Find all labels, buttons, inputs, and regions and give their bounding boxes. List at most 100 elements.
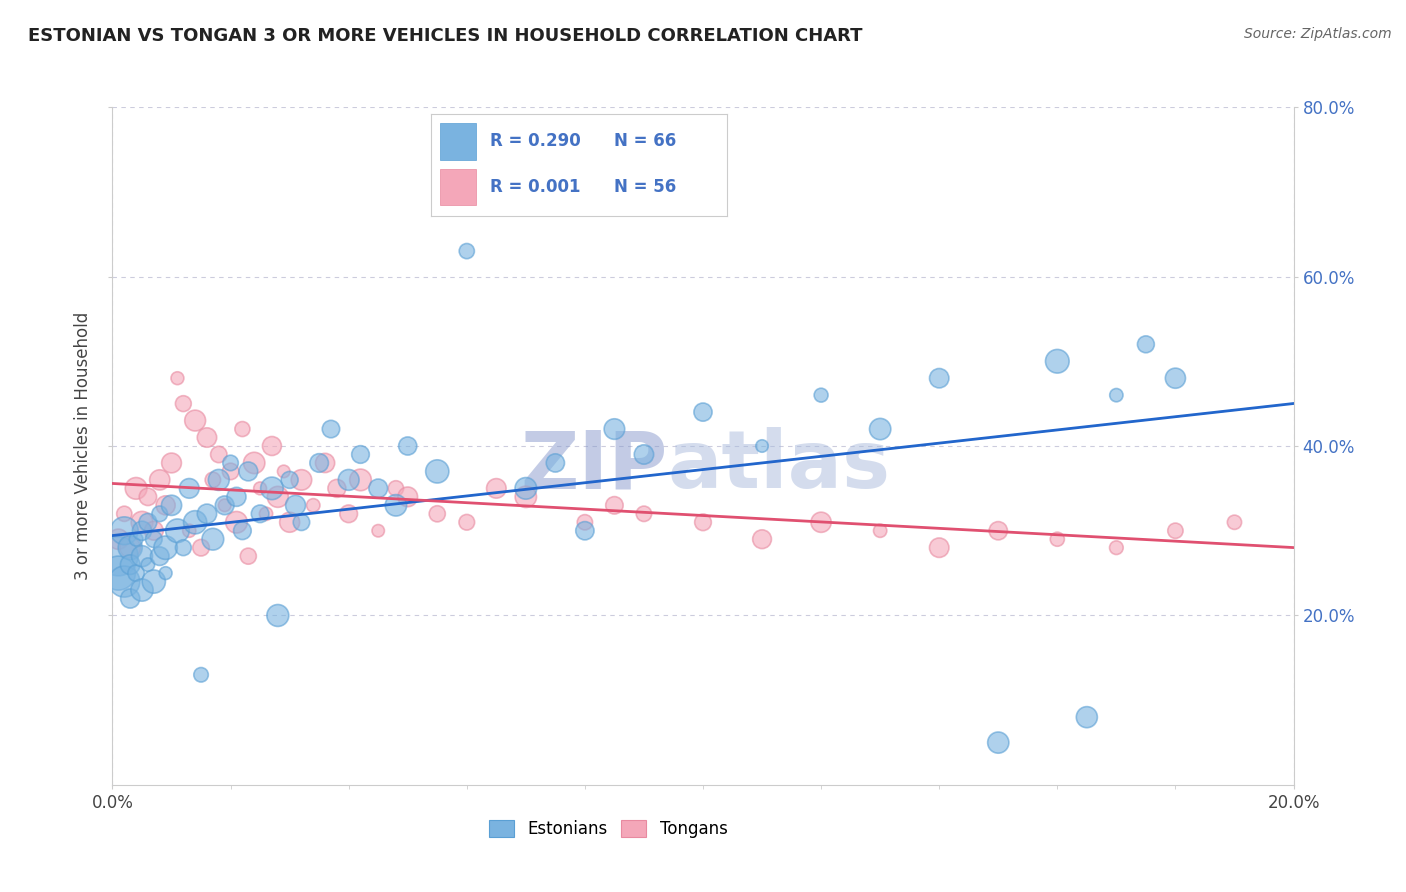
Point — [131, 549, 153, 564]
Point — [337, 507, 360, 521]
Point — [326, 482, 349, 496]
Text: ESTONIAN VS TONGAN 3 OR MORE VEHICLES IN HOUSEHOLD CORRELATION CHART: ESTONIAN VS TONGAN 3 OR MORE VEHICLES IN… — [28, 27, 863, 45]
Point — [249, 482, 271, 496]
Point — [166, 371, 188, 385]
Point — [692, 405, 714, 419]
Text: Source: ZipAtlas.com: Source: ZipAtlas.com — [1244, 27, 1392, 41]
Legend: Estonians, Tongans: Estonians, Tongans — [482, 813, 734, 845]
Point — [426, 464, 449, 478]
Point — [278, 473, 301, 487]
Point — [155, 541, 177, 555]
Point — [149, 507, 172, 521]
Point — [243, 456, 266, 470]
Point — [125, 482, 148, 496]
Point — [869, 422, 891, 436]
Y-axis label: 3 or more Vehicles in Household: 3 or more Vehicles in Household — [75, 312, 93, 580]
Point — [201, 473, 224, 487]
Point — [225, 515, 247, 529]
Point — [574, 524, 596, 538]
Point — [219, 456, 242, 470]
Point — [136, 490, 159, 504]
Point — [1223, 515, 1246, 529]
Point — [574, 515, 596, 529]
Point — [1046, 532, 1069, 546]
Point — [179, 482, 201, 496]
Point — [142, 532, 165, 546]
Point — [195, 430, 218, 444]
Point — [385, 498, 408, 512]
Point — [349, 473, 371, 487]
Point — [136, 558, 159, 572]
Point — [249, 507, 271, 521]
Point — [1046, 354, 1069, 368]
Point — [231, 422, 253, 436]
Point — [125, 566, 148, 581]
Point — [107, 566, 129, 581]
Point — [238, 549, 260, 564]
Point — [810, 388, 832, 402]
Point — [260, 439, 283, 453]
Point — [260, 482, 283, 496]
Point — [149, 549, 172, 564]
Point — [515, 490, 537, 504]
Point — [149, 473, 172, 487]
Point — [208, 473, 231, 487]
Point — [603, 422, 626, 436]
Point — [120, 558, 142, 572]
Point — [290, 515, 312, 529]
Point — [195, 507, 218, 521]
Point — [225, 490, 247, 504]
Point — [273, 464, 295, 478]
Point — [131, 583, 153, 598]
Point — [314, 456, 336, 470]
Point — [987, 735, 1010, 749]
Point — [1076, 710, 1098, 724]
Point — [751, 532, 773, 546]
Point — [810, 515, 832, 529]
Point — [751, 439, 773, 453]
Text: ZIP: ZIP — [520, 427, 668, 506]
Point — [1105, 388, 1128, 402]
Point — [385, 482, 408, 496]
Point — [544, 456, 567, 470]
Point — [112, 524, 135, 538]
Point — [485, 482, 508, 496]
Point — [172, 541, 194, 555]
Point — [319, 422, 342, 436]
Point — [308, 456, 330, 470]
Point — [869, 524, 891, 538]
Point — [238, 464, 260, 478]
Point — [120, 541, 142, 555]
Point — [184, 515, 207, 529]
Point — [1164, 371, 1187, 385]
Point — [367, 524, 389, 538]
Point — [1135, 337, 1157, 351]
Point — [166, 524, 188, 538]
Point — [219, 464, 242, 478]
Point — [160, 456, 183, 470]
Point — [302, 498, 325, 512]
Point — [633, 507, 655, 521]
Point — [987, 524, 1010, 538]
Point — [290, 473, 312, 487]
Point — [284, 498, 307, 512]
Point — [172, 396, 194, 410]
Point — [120, 541, 142, 555]
Point — [190, 541, 212, 555]
Point — [633, 447, 655, 462]
Point — [107, 549, 129, 564]
Point — [131, 515, 153, 529]
Point — [142, 524, 165, 538]
Point — [254, 507, 277, 521]
Point — [190, 667, 212, 681]
Point — [120, 591, 142, 606]
Point — [1105, 541, 1128, 555]
Point — [456, 244, 478, 259]
Point — [201, 532, 224, 546]
Point — [349, 447, 371, 462]
Point — [267, 490, 290, 504]
Point — [692, 515, 714, 529]
Point — [515, 482, 537, 496]
Point — [184, 414, 207, 428]
Point — [337, 473, 360, 487]
